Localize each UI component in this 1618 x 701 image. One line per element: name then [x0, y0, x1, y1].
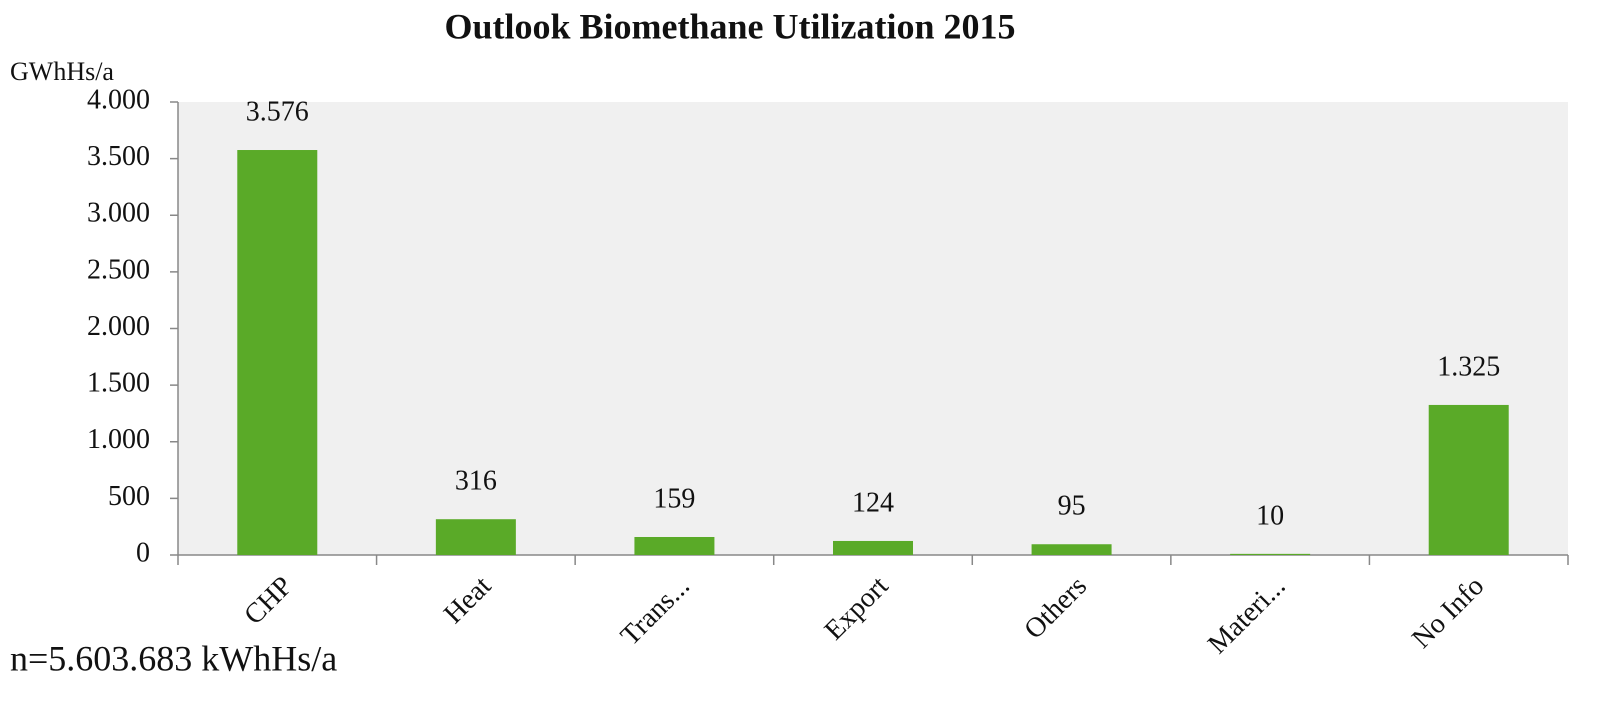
bar — [237, 150, 318, 555]
y-tick-label: 1.500 — [87, 368, 150, 399]
data-label: 316 — [455, 466, 497, 497]
y-axis-label: GWhHs/a — [10, 57, 114, 86]
bar — [1230, 553, 1311, 555]
x-tick-label: Materi... — [1202, 571, 1292, 661]
y-tick-label: 500 — [108, 481, 150, 512]
y-tick-label: 3.000 — [87, 198, 150, 229]
y-tick-label: 0 — [136, 537, 150, 568]
x-tick-label: Others — [1018, 571, 1093, 646]
data-label: 159 — [653, 483, 695, 514]
data-label: 10 — [1256, 500, 1284, 531]
x-tick-label: Heat — [438, 570, 497, 629]
plot-background — [178, 102, 1568, 555]
data-label: 95 — [1058, 491, 1086, 522]
chart-title: Outlook Biomethane Utilization 2015 — [444, 6, 1015, 46]
bar — [435, 519, 516, 555]
x-tick-label: Trans... — [615, 571, 696, 652]
x-tick-label: Export — [819, 570, 895, 646]
x-tick-label: CHP — [238, 571, 298, 631]
data-label: 124 — [852, 487, 894, 518]
y-tick-label: 1.000 — [87, 424, 150, 455]
data-label: 1.325 — [1437, 351, 1500, 382]
bar — [833, 540, 913, 555]
data-label: 3.576 — [246, 96, 309, 127]
bar — [1031, 544, 1112, 555]
y-tick-label: 2.000 — [87, 311, 150, 342]
footnote: n=5.603.683 kWhHs/a — [10, 638, 337, 678]
y-tick-label: 3.500 — [87, 141, 150, 172]
bar — [1428, 404, 1509, 555]
bar — [634, 536, 715, 555]
x-tick-label: No Info — [1406, 571, 1490, 655]
y-tick-label: 4.000 — [87, 84, 150, 115]
y-tick-label: 2.500 — [87, 254, 150, 285]
